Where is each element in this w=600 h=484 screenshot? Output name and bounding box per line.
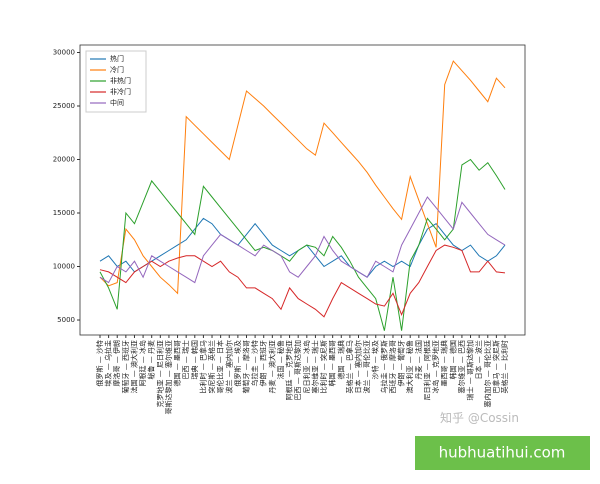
x-tick-label: 比利时 — 突尼斯 <box>319 340 328 393</box>
x-tick-label: 英格兰 — 巴拿马 <box>345 340 354 393</box>
line <box>99 196 506 284</box>
x-tick-label: 巴西 — 瑞士 <box>181 340 190 379</box>
x-tick-label: 葡萄牙 — 摩洛哥 <box>241 340 250 393</box>
x-tick-label: 墨西哥 — 瑞典 <box>440 340 449 386</box>
x-tick-label: 乌拉圭 — 俄罗斯 <box>379 340 388 393</box>
line <box>99 158 506 331</box>
x-tick-label: 伊朗 — 西班牙 <box>259 340 268 386</box>
watermark: 知乎 @Cossin <box>440 411 519 425</box>
x-tick-label: 克罗地亚 — 尼日利亚 <box>155 340 164 407</box>
x-tick-label: 瑞士 — 哥斯达黎加 <box>466 340 475 400</box>
x-tick-label: 德国 — 墨西哥 <box>173 340 182 386</box>
x-tick-label: 冰岛 — 克罗地亚 <box>431 340 440 393</box>
x-tick-label: 尼日利亚 — 阿根廷 <box>422 340 431 400</box>
y-tick-label: 5000 <box>57 316 75 324</box>
y-tick-label: 25000 <box>53 102 75 110</box>
x-tick-label: 哥斯达黎加 — 塞尔维亚 <box>164 340 173 414</box>
plot-frame <box>79 44 526 336</box>
x-tick-label: 西班牙 — 摩洛哥 <box>388 340 397 393</box>
x-tick-label: 塞尔维亚 — 巴西 <box>457 340 466 393</box>
x-tick-label: 葡萄牙 — 西班牙 <box>121 340 130 393</box>
y-tick-label: 20000 <box>53 156 75 164</box>
x-tick-label: 塞尔维亚 — 瑞士 <box>310 340 319 393</box>
x-tick-label: 俄罗斯 — 埃及 <box>233 340 242 386</box>
x-tick-label: 日本 — 塞内加尔 <box>354 340 363 393</box>
legend-label: 热门 <box>110 54 124 63</box>
y-tick-label: 30000 <box>53 48 75 56</box>
x-tick-label: 尼日利亚 — 冰岛 <box>302 340 311 393</box>
badge: hubhuatihui.com <box>439 444 566 462</box>
x-tick-label: 丹麦 — 澳大利亚 <box>267 340 276 393</box>
x-tick-label: 哥伦比亚 — 日本 <box>216 340 225 393</box>
x-tick-label: 法国 — 秘鲁 <box>276 340 285 379</box>
x-tick-label: 摩洛哥 — 伊朗 <box>112 340 121 386</box>
x-tick-label: 巴拿马 — 突尼斯 <box>491 340 500 393</box>
x-tick-label: 韩国 — 墨西哥 <box>328 340 337 386</box>
x-tick-label: 英格兰 — 比利时 <box>500 340 509 393</box>
x-tick-label: 韩国 — 德国 <box>448 340 457 379</box>
x-tick-label: 波兰 — 塞内加尔 <box>224 340 233 393</box>
x-tick-label: 伊朗 — 葡萄牙 <box>397 340 406 386</box>
legend-label: 中间 <box>110 98 124 107</box>
line <box>99 244 506 318</box>
line <box>99 60 506 295</box>
x-tick-label: 法国 — 澳大利亚 <box>129 340 138 393</box>
x-tick-label: 突尼斯 — 英格兰 <box>207 340 216 393</box>
legend-label: 冷门 <box>110 65 124 74</box>
x-tick-label: 丹麦 — 法国 <box>414 340 423 379</box>
legend-label: 非冷门 <box>110 87 131 96</box>
x-tick-label: 塞内加尔 — 哥伦比亚 <box>483 340 492 407</box>
x-tick-label: 秘鲁 — 丹麦 <box>147 340 156 379</box>
x-tick-label: 巴西 — 哥斯达黎加 <box>293 340 302 400</box>
x-tick-label: 比利时 — 巴拿马 <box>198 340 207 393</box>
legend-label: 非热门 <box>110 76 131 85</box>
x-tick-label: 埃及 — 乌拉圭 <box>104 340 113 386</box>
x-tick-label: 德国 — 瑞典 <box>336 340 345 379</box>
x-tick-label: 阿根廷 — 克罗地亚 <box>285 340 294 400</box>
x-tick-label: 阿根廷 — 冰岛 <box>138 340 147 386</box>
x-tick-label: 瑞典 — 韩国 <box>190 340 199 379</box>
x-tick-label: 澳大利亚 — 秘鲁 <box>405 340 414 393</box>
x-tick-label: 波兰 — 哥伦比亚 <box>362 340 371 393</box>
x-tick-label: 俄罗斯 — 沙特 <box>95 340 104 386</box>
y-tick-label: 10000 <box>53 263 75 271</box>
y-tick-label: 15000 <box>53 209 75 217</box>
x-tick-label: 日本 — 波兰 <box>474 340 483 379</box>
x-tick-label: 乌拉圭 — 沙特 <box>250 340 259 386</box>
x-tick-label: 沙特 — 埃及 <box>371 340 380 379</box>
badge-box <box>415 436 590 470</box>
